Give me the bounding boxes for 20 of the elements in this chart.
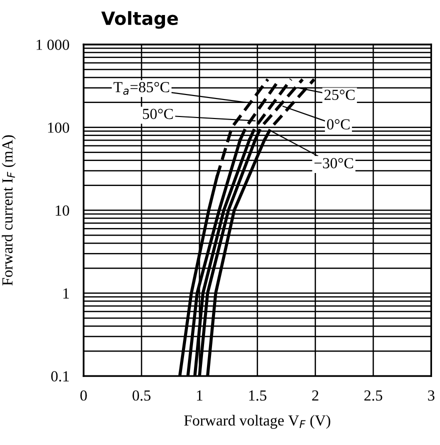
x-tick-label: 3 xyxy=(428,390,434,401)
annotation: 50°C xyxy=(142,108,173,120)
y-tick-label: 1 000 xyxy=(36,40,70,50)
y-tick-label: 100 xyxy=(48,122,70,133)
y-axis-title: Forward current I$_{F}$ (mA) xyxy=(2,135,16,286)
y-tick-label: 0.1 xyxy=(51,371,69,382)
y-tick-label: 10 xyxy=(56,205,70,216)
annotation: 0°C xyxy=(327,119,350,130)
x-tick-label: 0.5 xyxy=(132,390,150,401)
annotation: 25°C xyxy=(324,90,355,100)
annotation: T$_{a}$=85°C xyxy=(114,82,170,95)
x-tick-label: 2.5 xyxy=(364,390,382,401)
x-tick-label: 1 xyxy=(196,390,202,401)
x-tick-label: 2 xyxy=(312,390,318,401)
chart-title: Voltage xyxy=(101,11,178,29)
annotation: −30°C xyxy=(314,158,354,168)
y-tick-label: 1 xyxy=(63,288,69,298)
x-tick-label: 1.5 xyxy=(249,390,266,401)
x-axis-title: Forward voltage V$_{F}$ (V) xyxy=(184,414,330,429)
x-tick-label: 0 xyxy=(80,390,87,401)
